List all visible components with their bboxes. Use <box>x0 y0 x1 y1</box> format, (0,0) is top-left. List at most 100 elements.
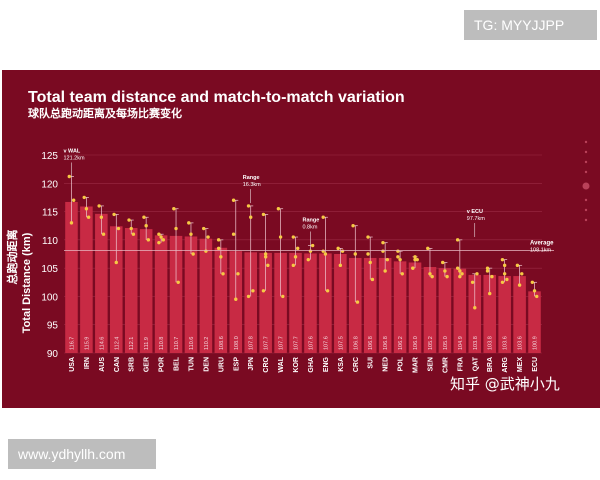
match-dot <box>97 204 101 208</box>
match-dot <box>157 240 161 245</box>
bar-value-label: 106.2 <box>398 336 404 350</box>
annotation-value: 97.7km <box>467 216 485 222</box>
match-dot <box>246 204 251 208</box>
match-dot <box>428 272 432 276</box>
x-tick-label: CRC <box>353 357 360 372</box>
bar <box>423 267 437 353</box>
match-dot <box>426 246 430 251</box>
bar <box>289 252 302 353</box>
bar-value-label: 105.0 <box>443 336 449 350</box>
bar <box>393 261 407 353</box>
match-dot <box>263 255 268 259</box>
bar-value-label: 107.6 <box>323 336 329 350</box>
match-dot <box>351 224 355 228</box>
y-tick-label: 115 <box>42 208 58 219</box>
match-dot <box>161 238 165 242</box>
match-dots <box>67 174 539 310</box>
bar-value-label: 110.8 <box>159 337 165 350</box>
bar-value-label: 100.9 <box>533 336 539 350</box>
decorative-dot <box>584 140 588 144</box>
y-tick-label: 120 <box>41 179 58 190</box>
annotation-value: 0.8km <box>302 225 317 231</box>
bar-value-label: 106.8 <box>353 336 359 350</box>
bar <box>438 268 452 353</box>
average-label: Average <box>530 241 554 247</box>
match-dot <box>159 235 163 239</box>
bar-series <box>65 201 541 353</box>
match-dot <box>131 232 136 236</box>
match-dot <box>293 255 298 259</box>
match-dot <box>69 221 74 225</box>
x-tick-label: QAT <box>472 356 479 371</box>
bar <box>453 268 467 353</box>
match-dot <box>86 215 91 219</box>
bar <box>259 252 272 353</box>
match-dot <box>443 269 447 273</box>
match-dot <box>370 277 375 282</box>
average-value: 108.1km <box>530 248 552 254</box>
match-dot <box>366 235 370 239</box>
match-dot <box>174 226 178 231</box>
match-dot <box>502 263 507 268</box>
annotation-value: 121.2km <box>63 155 85 161</box>
x-tick-label: ESP <box>233 357 240 371</box>
annotation-title: Range <box>302 218 319 224</box>
bar-value-label: 106.8 <box>383 336 389 350</box>
match-dot <box>398 257 402 262</box>
match-dot <box>261 212 266 217</box>
match-dot <box>396 249 400 253</box>
match-dot <box>84 207 89 211</box>
match-dot <box>246 294 251 299</box>
match-dot <box>157 232 161 236</box>
x-tick-labels: USA IRN AUS CAN SRB GER POR BEL TUN DEN URU ESP JPN C… <box>69 356 539 373</box>
x-tick-label: URU <box>218 357 225 372</box>
match-dot <box>146 238 151 242</box>
match-dot <box>441 260 445 265</box>
y-axis-label-cn: 总跑动距离 <box>5 230 19 285</box>
match-dot <box>321 249 325 253</box>
x-tick-label: KOR <box>293 357 300 373</box>
annotation-value: 16.3km <box>243 182 261 188</box>
match-dot <box>266 263 270 268</box>
decorative-dots <box>582 140 590 222</box>
match-dot <box>500 280 505 284</box>
x-tick-label: NED <box>383 357 390 372</box>
bar <box>80 206 93 353</box>
match-dot <box>219 255 223 259</box>
distance-chart: Total team distance and match-to-match v… <box>2 70 600 408</box>
bar-value-label: 103.6 <box>518 336 524 350</box>
match-dot <box>411 266 415 270</box>
bar-value-label: 115.9 <box>84 337 90 350</box>
bar <box>304 253 317 353</box>
match-dot <box>191 252 195 256</box>
decorative-dot <box>584 170 588 174</box>
x-tick-label: MEX <box>517 357 524 373</box>
match-dot <box>485 269 490 273</box>
bar <box>319 253 332 353</box>
decorative-dot <box>584 150 588 154</box>
bar-value-label: 103.8 <box>488 336 494 350</box>
bar <box>229 251 243 353</box>
match-dot <box>261 289 266 293</box>
match-dot <box>172 207 176 211</box>
chart-subtitle: 球队总跑动距离及每场比赛变化 <box>28 106 182 120</box>
match-dot <box>517 283 522 287</box>
match-dot <box>430 274 434 279</box>
match-dot <box>355 300 360 304</box>
match-dot <box>381 240 385 245</box>
match-dot <box>308 249 313 253</box>
match-dot <box>216 238 221 242</box>
bar <box>199 238 213 353</box>
match-dot <box>67 174 71 179</box>
match-dot <box>458 274 462 279</box>
bar <box>363 257 377 353</box>
match-dot <box>231 198 236 202</box>
decorative-dot <box>584 208 588 212</box>
x-tick-label: CAN <box>114 357 121 372</box>
match-dot <box>535 294 539 299</box>
x-tick-label: ARG <box>502 356 509 372</box>
match-dot <box>325 289 330 293</box>
match-dot <box>202 226 206 231</box>
match-dot <box>340 249 345 253</box>
